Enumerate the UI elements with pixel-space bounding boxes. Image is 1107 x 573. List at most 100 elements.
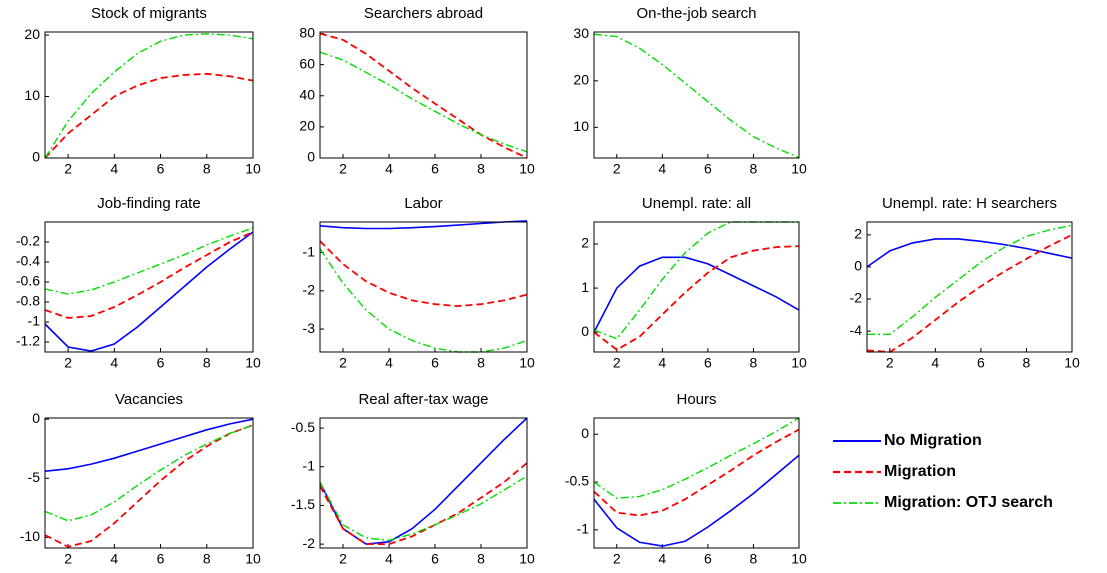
y-tick-label: 10 [573,118,589,134]
x-tick-label: 2 [613,161,621,177]
panel-title: Labor [404,195,442,212]
series-line [44,231,254,352]
y-tick-label: -0.5 [565,473,589,489]
series-line [44,424,254,548]
y-tick-label: 2 [581,235,589,251]
x-tick-label: 8 [750,355,758,371]
x-tick-label: 2 [613,551,621,567]
y-tick-label: 0 [32,149,40,165]
y-tick-label: -2 [303,535,316,551]
series-line [866,238,1073,268]
x-tick-label: 2 [64,161,72,177]
y-tick-label: -1 [28,313,41,329]
x-tick-label: 6 [977,355,985,371]
y-tick-label: -1.5 [291,496,315,512]
y-tick-label: -0.6 [16,273,40,289]
series-line [319,462,528,545]
x-tick-label: 6 [704,355,712,371]
x-tick-label: 4 [658,355,666,371]
y-tick-label: -5 [28,469,41,485]
axes-box [593,31,800,159]
x-tick-label: 10 [519,161,535,177]
series-line [866,233,1073,353]
legend-label: Migration [884,463,956,480]
y-tick-label: 0 [581,425,589,441]
y-tick-label: -2 [850,290,863,306]
x-tick-label: 6 [704,161,712,177]
y-tick-label: -2 [303,282,316,298]
series-line [44,72,254,159]
axes-box [866,221,1073,353]
x-tick-label: 2 [339,551,347,567]
x-tick-label: 8 [477,551,485,567]
series-line [319,240,528,308]
y-tick-label: 0 [854,258,862,274]
series-line [593,221,799,340]
x-tick-label: 4 [658,161,666,177]
series-line [44,424,254,522]
x-tick-label: 4 [110,355,118,371]
legend-label: Migration: OTJ search [884,494,1053,511]
series-line [319,32,528,159]
x-tick-label: 8 [477,355,485,371]
x-tick-label: 6 [704,551,712,567]
series-line [593,417,800,500]
y-tick-label: 20 [573,72,589,88]
y-tick-label: 30 [573,25,589,41]
y-tick-label: -1 [303,243,316,259]
series-line [319,248,528,353]
y-tick-label: -3 [303,320,316,336]
panel-title: Vacancies [115,391,183,408]
panel-title: Unempl. rate: H searchers [882,195,1057,212]
x-tick-label: 6 [157,551,165,567]
axes-box [44,31,254,159]
axes-box [44,221,254,353]
x-tick-label: 4 [385,355,393,371]
legend-label: No Migration [884,432,982,449]
series-line [593,245,800,351]
panel-title: Real after-tax wage [358,391,488,408]
x-tick-label: 8 [203,161,211,177]
x-tick-label: 4 [385,551,393,567]
panel-title: Job-finding rate [97,195,200,212]
x-tick-label: 4 [385,161,393,177]
x-tick-label: 10 [245,161,261,177]
y-tick-label: -1 [577,521,590,537]
x-tick-label: 2 [64,355,72,371]
x-tick-label: 10 [791,551,807,567]
x-tick-label: 2 [613,355,621,371]
y-tick-label: 0 [581,323,589,339]
series-line [867,224,1073,335]
y-tick-label: -10 [20,528,40,544]
series-line [319,475,528,542]
axes-box [44,417,254,549]
y-tick-label: 80 [299,24,315,40]
series-line [44,418,254,472]
y-tick-label: 0 [307,149,315,165]
x-tick-label: 6 [431,355,439,371]
series-line [593,33,800,159]
x-tick-label: 6 [431,161,439,177]
series-line [319,220,528,230]
x-tick-label: 2 [64,551,72,567]
y-tick-label: 20 [24,26,40,42]
series-line [44,33,254,159]
x-tick-label: 4 [658,551,666,567]
panel-title: On-the-job search [636,5,756,22]
series-line [319,51,528,153]
y-tick-label: -0.4 [16,253,40,269]
x-tick-label: 8 [203,551,211,567]
x-tick-label: 10 [791,161,807,177]
x-tick-label: 10 [519,355,535,371]
y-tick-label: -1.2 [16,333,40,349]
series-line [593,454,800,547]
x-tick-label: 10 [245,551,261,567]
y-tick-label: 20 [299,118,315,134]
series-line [319,417,528,545]
x-tick-label: 10 [245,355,261,371]
y-tick-label: -4 [850,322,863,338]
y-tick-label: 40 [299,86,315,102]
x-tick-label: 2 [339,355,347,371]
y-tick-label: -0.5 [291,419,315,435]
